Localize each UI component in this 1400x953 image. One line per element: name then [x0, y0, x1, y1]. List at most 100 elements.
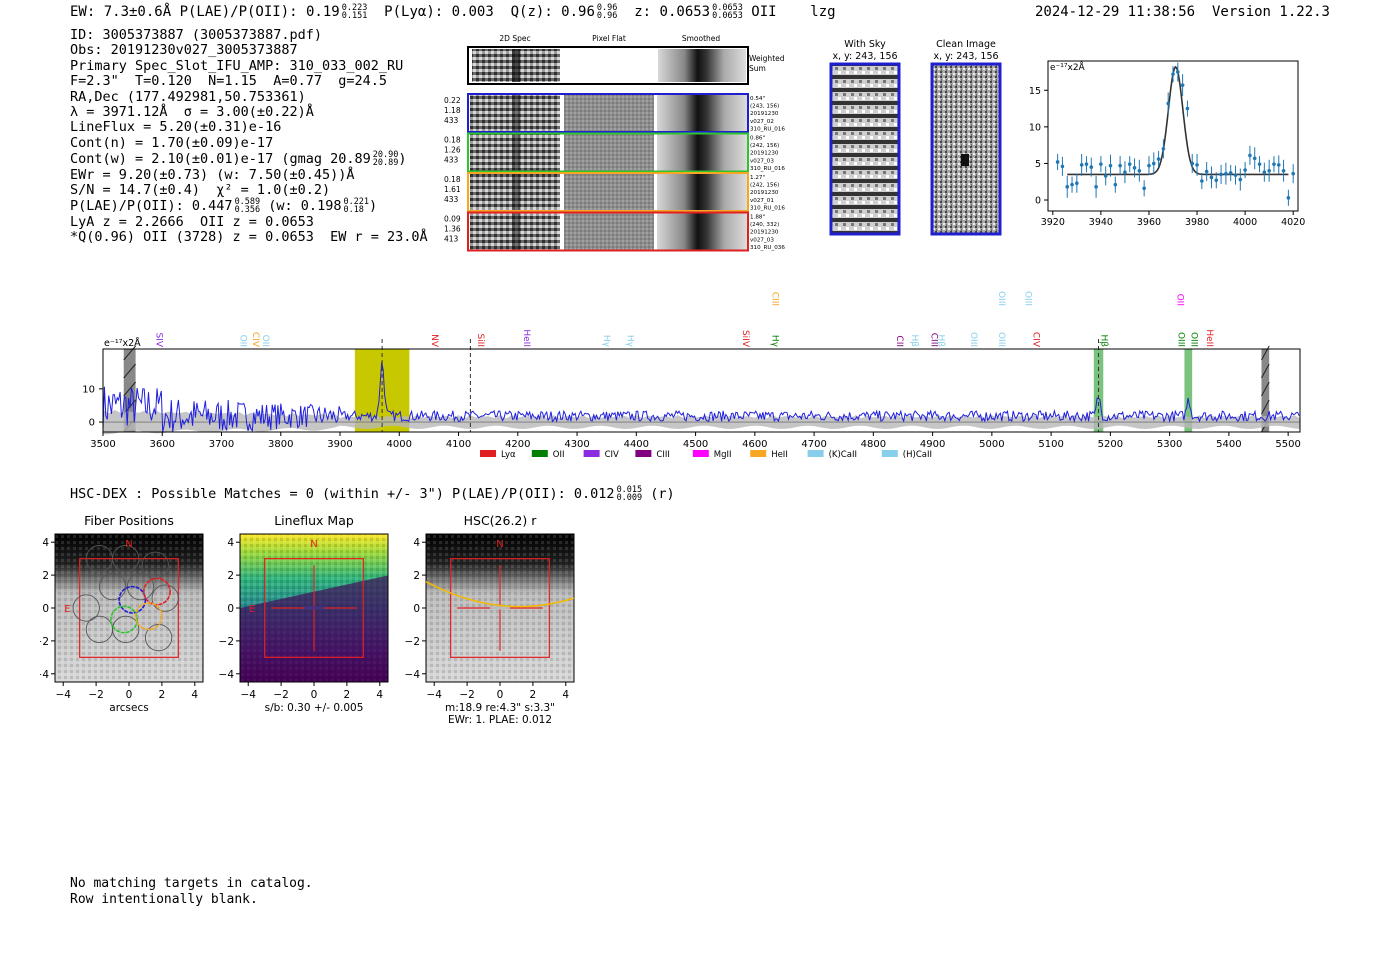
flag-text: lzg: [810, 4, 836, 20]
cutout-right-label: 310_RU_016: [750, 205, 785, 211]
panel-title: HSC(26.2) r: [464, 513, 538, 528]
fit-data-point: [1103, 166, 1108, 186]
line-label: OIII: [1176, 332, 1186, 347]
info-sn: S/N = 14.7(±0.4) χ² = 1.0(±0.2): [70, 182, 331, 199]
line-label: HeII: [1204, 329, 1214, 347]
fit-data-point: [1055, 153, 1060, 171]
fiber-circle: [112, 545, 140, 573]
legend-entry: CIII: [635, 450, 670, 460]
panel-ytick: −4: [219, 669, 235, 681]
info-lya: LyA z = 2.2666 OII z = 0.0653: [70, 213, 314, 230]
line-label: OIII: [968, 332, 978, 347]
cutout-left-label: 1.61: [444, 185, 461, 194]
cutout-right-label: 20191230: [750, 111, 779, 117]
panel-xtick: 0: [497, 689, 504, 701]
fit-data-point: [1108, 154, 1113, 177]
fiber-circle: [72, 594, 100, 622]
panel-xtick: −2: [88, 689, 103, 701]
spectrum-line: [102, 361, 1300, 433]
spectrum-xtick: 5500: [1275, 439, 1300, 450]
catalog-note-line1: No matching targets in catalog.: [70, 876, 313, 891]
weighted-sum-row: Weighted Sum: [467, 46, 785, 85]
spectrum-xtick: 4500: [683, 439, 708, 450]
fit-data-point: [1142, 180, 1146, 197]
line-label: Hβ: [936, 334, 946, 347]
fit-data-point: [1176, 62, 1180, 82]
fit-data-point: [1204, 161, 1209, 181]
legend-entry: OII: [531, 450, 565, 460]
fit-data-point: [1200, 172, 1204, 190]
cutout-left-label: 433: [444, 156, 459, 165]
spectrum-ytick: 10: [82, 384, 95, 395]
line-label: Hβ: [909, 334, 919, 347]
fit-data-point: [1089, 157, 1094, 177]
sky-images: With Sky x, y: 243, 156 Clean Image x, y…: [829, 39, 1002, 236]
fit-data-point: [1252, 147, 1257, 170]
cutout-right-label: v027_01: [750, 198, 774, 204]
spectrum-xtick: 4000: [387, 439, 412, 450]
north-label: N: [496, 539, 503, 550]
fit-data-point: [1060, 156, 1065, 176]
panel-xtick: 2: [344, 689, 351, 701]
cutout-right-label: 1.27": [750, 175, 765, 181]
north-label: N: [310, 539, 317, 550]
panel-ytick: 4: [42, 537, 49, 549]
spectrum-xtick: 4100: [446, 439, 471, 450]
panel-xtick: 2: [159, 689, 166, 701]
fit-data-point: [1243, 161, 1247, 179]
weighted-label: Weighted: [749, 54, 785, 63]
spectrum-xtick: 3900: [327, 439, 352, 450]
panel-ytick: 2: [413, 570, 420, 582]
panel-ytick: 0: [42, 603, 49, 615]
line-label: OII: [260, 335, 270, 347]
imaging-panels: Fiber Positions N E −4 −4 −2 −2 0 0 2 2 4 4 arcsecs L…: [40, 513, 575, 726]
clean-source: [961, 154, 969, 166]
panel-ytick: 0: [227, 603, 234, 615]
fit-data-point: [1065, 175, 1070, 198]
catalog-note-line2: Row intentionally blank.: [70, 891, 258, 907]
east-label: E: [64, 604, 70, 615]
fit-data-point: [1219, 164, 1223, 184]
catalog-note: No matching targets in catalog. Row inte…: [70, 876, 313, 907]
spectrum-xtick: 3800: [268, 439, 293, 450]
cutout-left-label: 0.22: [444, 96, 461, 105]
cutout-right-label: 20191230: [750, 190, 779, 196]
line-label: OIII: [1023, 291, 1033, 306]
line-label: SiII: [475, 333, 485, 347]
version: Version 1.22.3: [1211, 4, 1330, 20]
spectrum-xtick: 4700: [801, 439, 826, 450]
spectrum-ylabel: e⁻¹⁷x2Å: [104, 337, 141, 349]
fit-data-point: [1195, 153, 1199, 176]
line-label: CIII: [928, 333, 938, 347]
legend-label: Lyα: [501, 450, 516, 460]
fit-data-point: [1099, 156, 1103, 173]
panel-ytick: 4: [413, 537, 420, 549]
spectrum-xtick: 4300: [564, 439, 589, 450]
plae-frac: 0.223 0.151: [341, 3, 368, 21]
panel-xtick: −4: [55, 689, 71, 701]
line-fit-chart: e⁻¹⁷x2Å 3920 3940 3960 3980 4000 4020 0 5 10 15: [1029, 60, 1305, 228]
legend-entry: (K)CaII: [807, 450, 857, 460]
spectrum-xtick: 5300: [1157, 439, 1182, 450]
spectrum-xtick: 5000: [979, 439, 1004, 450]
line-label: NV: [429, 334, 439, 348]
line-label: OII: [238, 335, 248, 347]
legend-entry: MgII: [692, 450, 732, 460]
fit-xtick: 4000: [1233, 217, 1257, 228]
cutout-frame: [467, 211, 749, 252]
fit-xtick: 3920: [1041, 217, 1065, 228]
lineflux-map-panel: Lineflux Map N E −4 −4 −2 −2 0 0 2 2 4 4 s/b: 0.30 +/…: [219, 513, 389, 714]
aperture-box: [79, 558, 179, 658]
fit-data-point: [1209, 166, 1214, 189]
panel-xtick: −2: [459, 689, 474, 701]
fit-data-point: [1238, 168, 1243, 191]
info-obs: Obs: 20191230v027_3005373887: [70, 42, 298, 59]
fit-data-point: [1084, 156, 1089, 173]
spectrum-xtick: 5200: [1098, 439, 1123, 450]
aperture-box: [264, 558, 364, 658]
legend-label: HeII: [771, 450, 788, 460]
spectrum-xtick: 3500: [90, 439, 115, 450]
fit-data-point: [1214, 172, 1219, 189]
fit-data-point: [1272, 156, 1276, 173]
